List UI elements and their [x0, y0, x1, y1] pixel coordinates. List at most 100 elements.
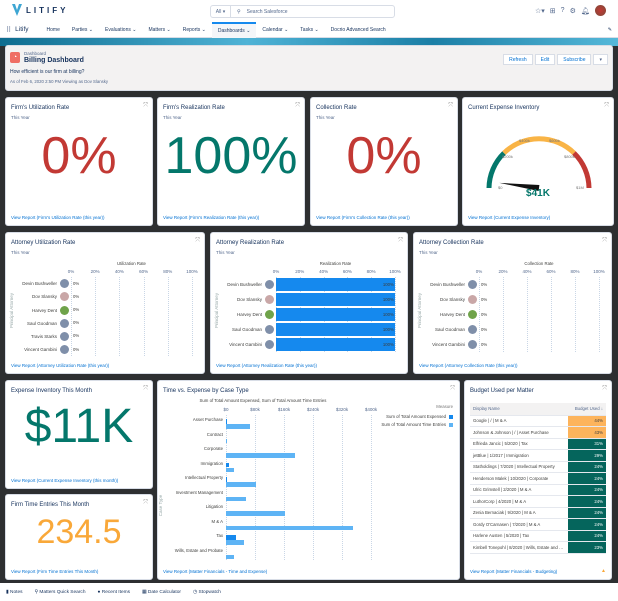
expand-icon[interactable]: ⤧	[602, 386, 607, 392]
utility-notes[interactable]: ▮ Notes	[6, 590, 23, 595]
column-header[interactable]: Display Name	[470, 403, 568, 416]
bar-expensed[interactable]	[226, 462, 229, 467]
global-search[interactable]: All ▾ ⚲ Search Salesforce	[210, 5, 395, 18]
bar-expensed[interactable]	[226, 477, 228, 482]
attorney-name[interactable]: Devin Bushweller	[227, 282, 262, 287]
bar[interactable]	[276, 338, 395, 351]
matter-name[interactable]: Harlene Austen | 5/2020 | Tax	[470, 530, 568, 542]
nav-evaluations[interactable]: Evaluations ⌄	[105, 26, 137, 33]
matter-name[interactable]: Statholdings | 7/2020 | Intellectual Pro…	[470, 461, 568, 473]
bar-time-entries[interactable]	[226, 424, 251, 429]
attorney-name[interactable]: Devin Bushweller	[22, 281, 57, 287]
view-report-link[interactable]: View Report (Matter Financials - Budgeti…	[470, 569, 558, 574]
attorney-name[interactable]: Harvey Dent	[31, 307, 57, 313]
table-row[interactable]: Harlene Austen | 5/2020 | Tax 24%	[470, 530, 606, 542]
bar-time-entries[interactable]	[226, 525, 353, 530]
view-report-link[interactable]: View Report (Attorney Collection Rate (t…	[419, 363, 518, 368]
bar-expensed[interactable]	[226, 535, 237, 540]
view-report-link[interactable]: View Report (Attorney Utilization Rate (…	[11, 363, 110, 368]
attorney-name[interactable]: Vincent Gambini	[229, 342, 262, 347]
expand-icon[interactable]: ⤧	[143, 500, 148, 506]
matter-name[interactable]: Elfrieda Jancic | 5/2020 | Tax	[470, 438, 568, 450]
help-icon[interactable]: ?	[560, 7, 565, 14]
view-report-link[interactable]: View Report (Firm's Realization Rate (th…	[163, 215, 260, 220]
expand-icon[interactable]: ⤧	[602, 238, 607, 244]
search-input[interactable]: Search Salesforce	[246, 8, 288, 15]
attorney-name[interactable]: Saul Goodman	[434, 327, 465, 332]
nav-home[interactable]: Home	[41, 22, 66, 38]
attorney-name[interactable]: Dov Slansky	[439, 297, 465, 302]
matter-name[interactable]: Henderson Malek | 10/2020 | Corporate	[470, 472, 568, 485]
attorney-name[interactable]: Vincent Gambini	[24, 347, 57, 353]
table-row[interactable]: Google | / | M & A 44%	[470, 415, 606, 427]
bar-expensed[interactable]	[226, 419, 227, 424]
nav-docrio-search[interactable]: Docrio Advanced Search	[325, 22, 392, 38]
view-report-link[interactable]: View Report (Current Expense Inventory (…	[11, 478, 119, 483]
expand-icon[interactable]: ⤧	[295, 103, 300, 109]
favorites-icon[interactable]: ☆▾	[535, 7, 545, 15]
table-row[interactable]: Elfrieda Jancic | 5/2020 | Tax 31%	[470, 438, 606, 450]
view-report-link[interactable]: View Report (Attorney Realization Rate (…	[216, 363, 317, 368]
expand-icon[interactable]: ⤧	[143, 386, 148, 392]
bar-time-entries[interactable]	[226, 482, 256, 487]
nav-matters[interactable]: Matters ⌄	[148, 26, 171, 33]
matter-name[interactable]: Ulric Grimstell | 2/2020 | M & A	[470, 484, 568, 496]
table-row[interactable]: Kimbell Tonepohl | 8/2020 | Wills, Estat…	[470, 541, 606, 554]
nav-parties[interactable]: Parties ⌄	[71, 26, 94, 33]
table-row[interactable]: LuthorCorp | 4/2020 | M & A 24%	[470, 495, 606, 508]
utility-date-calculator[interactable]: ▦ Date Calculator	[142, 590, 181, 595]
table-row[interactable]: Statholdings | 7/2020 | Intellectual Pro…	[470, 461, 606, 473]
bar-time-entries[interactable]	[226, 496, 246, 501]
refresh-button[interactable]: Refresh	[503, 54, 533, 65]
table-row[interactable]: Ulric Grimstell | 2/2020 | M & A 24%	[470, 484, 606, 496]
bar[interactable]	[276, 323, 395, 336]
matter-name[interactable]: Johnson & Johnson | / | Asset Purchase	[470, 426, 568, 439]
bar-time-entries[interactable]	[226, 438, 227, 443]
view-report-link[interactable]: View Report (Current Expense Inventory)	[468, 215, 551, 220]
bell-icon[interactable]: 🔔︎	[580, 7, 590, 15]
attorney-name[interactable]: Dov Slansky	[31, 294, 57, 300]
bar[interactable]	[276, 308, 395, 321]
view-report-link[interactable]: View Report (Firm's Utilization Rate (th…	[11, 215, 105, 220]
view-report-link[interactable]: View Report (Matter Financials - Time an…	[163, 569, 268, 574]
attorney-name[interactable]: Dov Slansky	[236, 297, 262, 302]
utility-recent-items[interactable]: ● Recent Items	[98, 590, 131, 595]
attorney-name[interactable]: Harvey Dent	[236, 312, 262, 317]
attorney-name[interactable]: Devin Bushweller	[430, 282, 465, 287]
matter-name[interactable]: Zenia Bernaciak | 9/2020 | M & A	[470, 507, 568, 519]
user-avatar[interactable]	[594, 5, 606, 16]
table-row[interactable]: Gordy O'Carnasen | 7/2020 | M & A 24%	[470, 518, 606, 531]
matter-name[interactable]: LuthorCorp | 4/2020 | M & A	[470, 495, 568, 508]
expand-icon[interactable]: ⤧	[450, 386, 455, 392]
expand-icon[interactable]: ⤧	[195, 238, 200, 244]
nav-tasks[interactable]: Tasks ⌄	[300, 26, 319, 33]
table-row[interactable]: Henderson Malek | 10/2020 | Corporate 24%	[470, 472, 606, 485]
legend-item[interactable]: Sum of Total Amount Time Entries	[381, 422, 453, 427]
table-row[interactable]: jetBlue | 1/2017 | Immigration 29%	[470, 449, 606, 462]
matter-name[interactable]: Google | / | M & A	[470, 415, 568, 427]
attorney-name[interactable]: Saul Goodman	[26, 320, 57, 326]
edit-nav-icon[interactable]: ✎	[607, 26, 612, 33]
subscribe-button[interactable]: Subscribe	[557, 54, 592, 65]
expand-icon[interactable]: ⤧	[143, 103, 148, 109]
bar-time-entries[interactable]	[226, 467, 235, 472]
expand-icon[interactable]: ⤧	[604, 103, 609, 109]
bar-time-entries[interactable]	[226, 554, 234, 559]
utility-stopwatch[interactable]: ◷ Stopwatch	[193, 590, 221, 595]
litify-logo[interactable]: LITIFY	[12, 4, 68, 16]
legend-item[interactable]: Sum of Total Amount Expensed	[381, 414, 453, 419]
search-scope-select[interactable]: All ▾	[211, 6, 231, 17]
more-actions-button[interactable]: ▾	[593, 54, 608, 65]
attorney-name[interactable]: Vincent Gambini	[432, 342, 465, 347]
bar-time-entries[interactable]	[226, 540, 245, 545]
column-header[interactable]: Budget Used ↓	[568, 403, 606, 416]
view-report-link[interactable]: View Report (Firm Time Entries This Mont…	[11, 569, 99, 574]
expand-icon[interactable]: ⤧	[448, 103, 453, 109]
matter-name[interactable]: Kimbell Tonepohl | 8/2020 | Wills, Estat…	[470, 541, 568, 554]
matter-name[interactable]: jetBlue | 1/2017 | Immigration	[470, 449, 568, 462]
add-icon[interactable]: ⊞	[549, 7, 556, 15]
nav-calendar[interactable]: Calendar ⌄	[262, 26, 289, 33]
nav-dashboards[interactable]: Dashboards ⌄	[211, 21, 257, 38]
bar-time-entries[interactable]	[226, 453, 295, 458]
matter-name[interactable]: Gordy O'Carnasen | 7/2020 | M & A	[470, 518, 568, 531]
